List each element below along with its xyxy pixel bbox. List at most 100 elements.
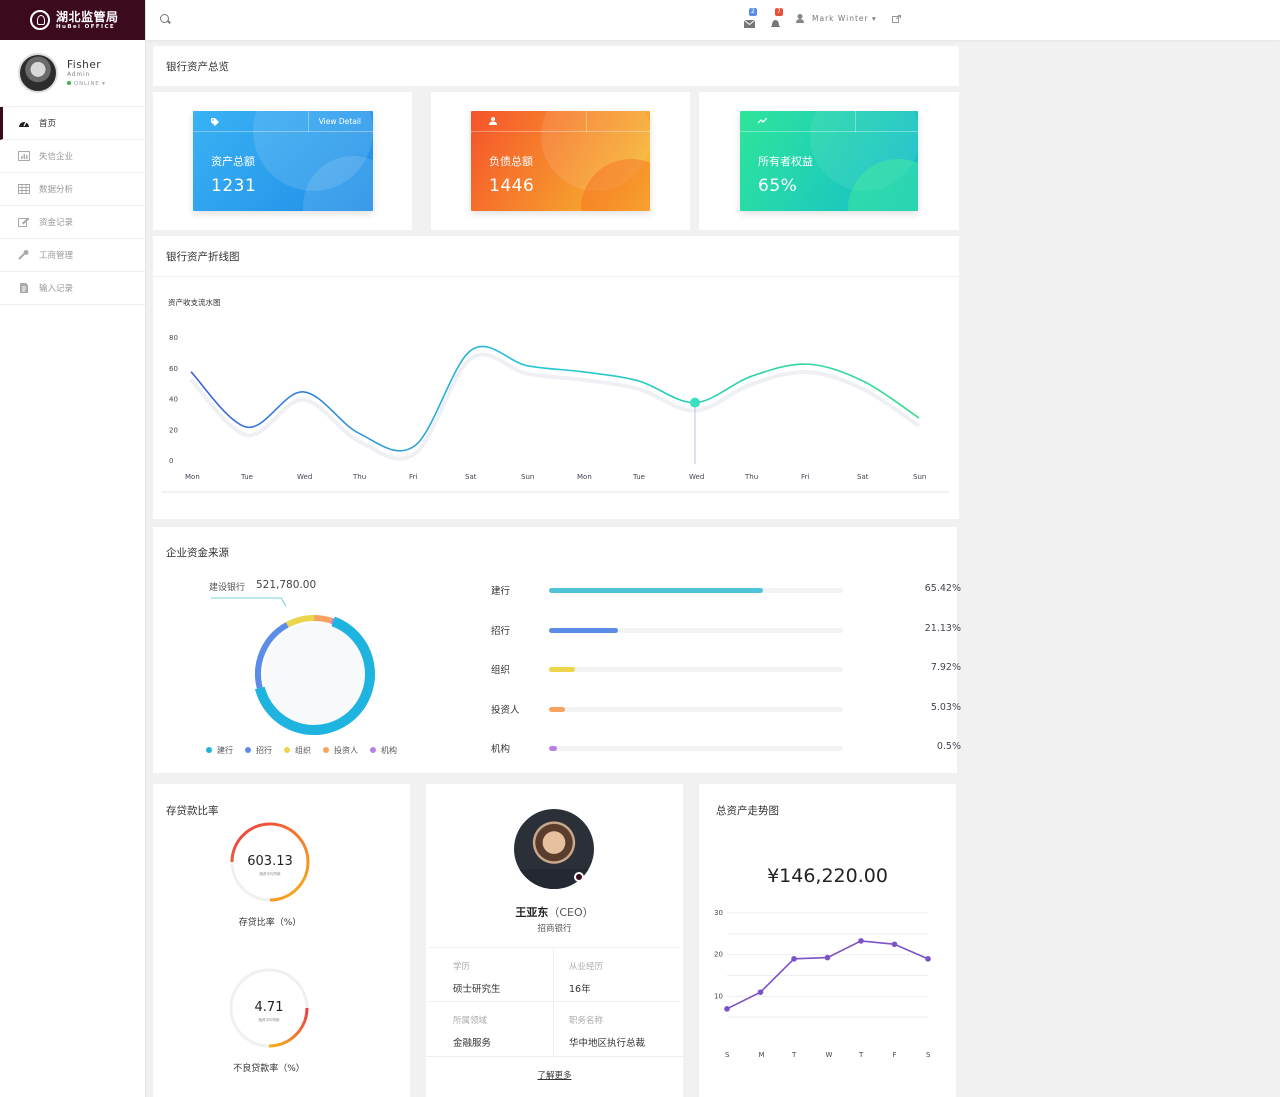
x-tick-label: Fri xyxy=(409,473,417,481)
funding-bar-fill xyxy=(549,706,566,712)
notification-button[interactable]: 7 xyxy=(770,8,783,27)
gauge-2-label: 不良贷款率（%） xyxy=(233,1064,305,1074)
gauge-2-arc xyxy=(268,1007,309,1048)
sidebar-item-input[interactable]: 输入记录 xyxy=(0,272,145,305)
sidebar-item-label: 首页 xyxy=(39,119,57,129)
donut-slice xyxy=(254,616,375,735)
legend-item[interactable]: 招行 xyxy=(245,745,272,756)
info-value: 华中地区执行总裁 xyxy=(569,1038,646,1049)
trend-point xyxy=(858,938,864,944)
x-tick-label: Thu xyxy=(352,473,366,481)
info-cell: 职务名称 华中地区执行总裁 xyxy=(555,1001,680,1055)
view-detail-link[interactable]: View Detail xyxy=(318,117,361,126)
funding-bar-label: 组织 xyxy=(491,665,511,676)
info-value: 金融服务 xyxy=(453,1038,492,1049)
user-role: Admin xyxy=(67,71,91,78)
account-menu[interactable]: Mark Winter ▾ xyxy=(812,14,877,23)
trend-line-chart: 10 20 30 S M T W T F S xyxy=(714,909,931,1059)
x-tick-label: Sat xyxy=(857,473,869,481)
brand-title: 湖北监管局 xyxy=(56,9,119,24)
sidebar-item-analysis[interactable]: 数据分析 xyxy=(0,173,145,206)
learn-more-link[interactable]: 了解更多 xyxy=(537,1071,572,1081)
ratio-title: 存贷款比率 xyxy=(166,805,219,817)
info-cell: 所属领域 金融服务 xyxy=(429,1001,554,1055)
trend-title: 总资产走势图 xyxy=(716,805,779,817)
funding-bar-fill xyxy=(549,746,557,751)
deco-circle xyxy=(541,111,650,191)
funding-bar-fill xyxy=(549,627,619,633)
funding-bar-percent: 7.92% xyxy=(930,662,961,673)
table-icon xyxy=(18,184,30,194)
line-chart-title: 银行资产折线图 xyxy=(166,251,240,263)
stat-card-assets[interactable]: View Detail 资产总额 1231 xyxy=(193,111,373,211)
mail-icon xyxy=(743,19,756,28)
info-cell: 学历 硕士研究生 xyxy=(429,947,554,1001)
funding-bar-row: 招行 21.13% xyxy=(491,621,961,641)
funding-bar-percent: 65.42% xyxy=(924,583,961,594)
sidebar-item-dishonest[interactable]: 失信企业 xyxy=(0,140,145,173)
sidebar-item-label: 资金记录 xyxy=(39,218,74,228)
trend-total: ¥146,220.00 xyxy=(767,865,888,887)
legend-item[interactable]: 投资人 xyxy=(323,745,358,756)
legend-item[interactable]: 机构 xyxy=(370,745,397,756)
user-name: Fisher xyxy=(67,59,102,71)
legend-item[interactable]: 组织 xyxy=(284,745,311,756)
brand[interactable]: 湖北监管局 HuBei OFFICE xyxy=(0,0,145,40)
overview-header: 银行资产总览 xyxy=(153,46,959,86)
user-status[interactable]: ONLINE ▾ xyxy=(67,81,106,87)
tag-icon xyxy=(211,118,219,126)
funding-bar-track xyxy=(549,627,843,633)
hover-point xyxy=(690,397,700,408)
funding-bar-fill xyxy=(549,588,763,593)
donut-chart xyxy=(211,597,375,735)
donut-highlight-label: 建设银行 xyxy=(209,583,246,593)
notification-badge: 7 xyxy=(775,8,783,16)
legend-item[interactable]: 建行 xyxy=(206,745,233,756)
gauge-1-sub: 融资平均贷款 xyxy=(259,872,281,876)
funding-bar-percent: 5.03% xyxy=(930,701,961,713)
x-tick-label: Thu xyxy=(744,473,758,481)
funding-bar-row: 组织 7.92% xyxy=(491,660,961,680)
gauge-1-value: 603.13 xyxy=(247,854,293,869)
sidebar-item-business[interactable]: 工商管理 xyxy=(0,239,145,272)
x-tick-label: S xyxy=(926,1051,931,1059)
x-tick-label: S xyxy=(725,1051,730,1059)
page-title: 银行资产总览 xyxy=(166,61,229,73)
funding-bar-row: 建行 65.42% xyxy=(491,581,961,601)
x-tick-label: Tue xyxy=(240,473,253,481)
y-tick-label: 30 xyxy=(714,909,723,917)
logout-icon[interactable] xyxy=(892,15,901,23)
sidebar-item-home[interactable]: 首页 xyxy=(0,107,145,140)
sidebar-item-funds[interactable]: 资金记录 xyxy=(0,206,145,239)
stat-card-liabilities[interactable]: 负债总额 1446 xyxy=(471,111,650,211)
funding-bar-label: 招行 xyxy=(491,625,511,637)
funding-title: 企业资金来源 xyxy=(166,547,229,559)
avatar[interactable] xyxy=(18,53,58,93)
info-value: 16年 xyxy=(569,984,591,995)
info-cell: 从业经历 16年 xyxy=(555,947,680,1001)
trend-point xyxy=(791,956,797,962)
x-tick-label: Fri xyxy=(801,473,809,481)
x-tick-label: W xyxy=(826,1051,833,1059)
y-tick-label: 20 xyxy=(169,426,178,434)
donut-legend: 建行 招行 组织 投资人 机构 xyxy=(206,745,397,756)
x-tick-label: Sat xyxy=(465,473,477,481)
stat-panel-liabilities: 负债总额 1446 xyxy=(431,92,690,230)
brand-subtitle: HuBei OFFICE xyxy=(56,23,116,30)
x-tick-label: Mon xyxy=(185,473,200,481)
y-tick-label: 0 xyxy=(169,457,173,465)
x-tick-label: T xyxy=(858,1051,864,1059)
line-series xyxy=(190,345,920,452)
search-icon[interactable] xyxy=(160,14,169,23)
mail-button[interactable]: 2 xyxy=(743,8,757,28)
sidebar-item-label: 数据分析 xyxy=(39,185,74,195)
ceo-org: 招商银行 xyxy=(537,924,572,934)
y-tick-label: 40 xyxy=(169,396,178,404)
trend-point xyxy=(891,941,898,948)
x-tick-label: F xyxy=(893,1051,897,1059)
stat-card-equity[interactable]: 所有者权益 65% xyxy=(740,111,918,211)
donut-center xyxy=(263,623,365,725)
bell-icon xyxy=(771,20,780,27)
x-tick-label: Tue xyxy=(632,473,645,481)
donut-slice xyxy=(255,622,289,689)
